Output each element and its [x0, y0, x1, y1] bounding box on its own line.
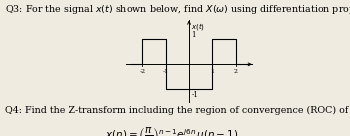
Text: $x(t)$: $x(t)$	[191, 21, 205, 32]
Text: -1: -1	[163, 69, 169, 74]
Text: 1: 1	[191, 31, 196, 39]
Text: -2: -2	[139, 69, 145, 74]
Text: 1: 1	[210, 69, 214, 74]
Text: -1: -1	[191, 91, 198, 99]
Text: Q3: For the signal $x(t)$ shown below, find $X(\omega)$ using differentiation pr: Q3: For the signal $x(t)$ shown below, f…	[5, 3, 350, 16]
Text: $x(n) = \left(\dfrac{\pi}{2}\right)^{n-1} e^{j6n}\, u(n-1)$: $x(n) = \left(\dfrac{\pi}{2}\right)^{n-1…	[105, 125, 238, 136]
Text: 2: 2	[234, 69, 238, 74]
Text: Q4: Find the Z-transform including the region of convergence (ROC) of: Q4: Find the Z-transform including the r…	[5, 106, 349, 115]
